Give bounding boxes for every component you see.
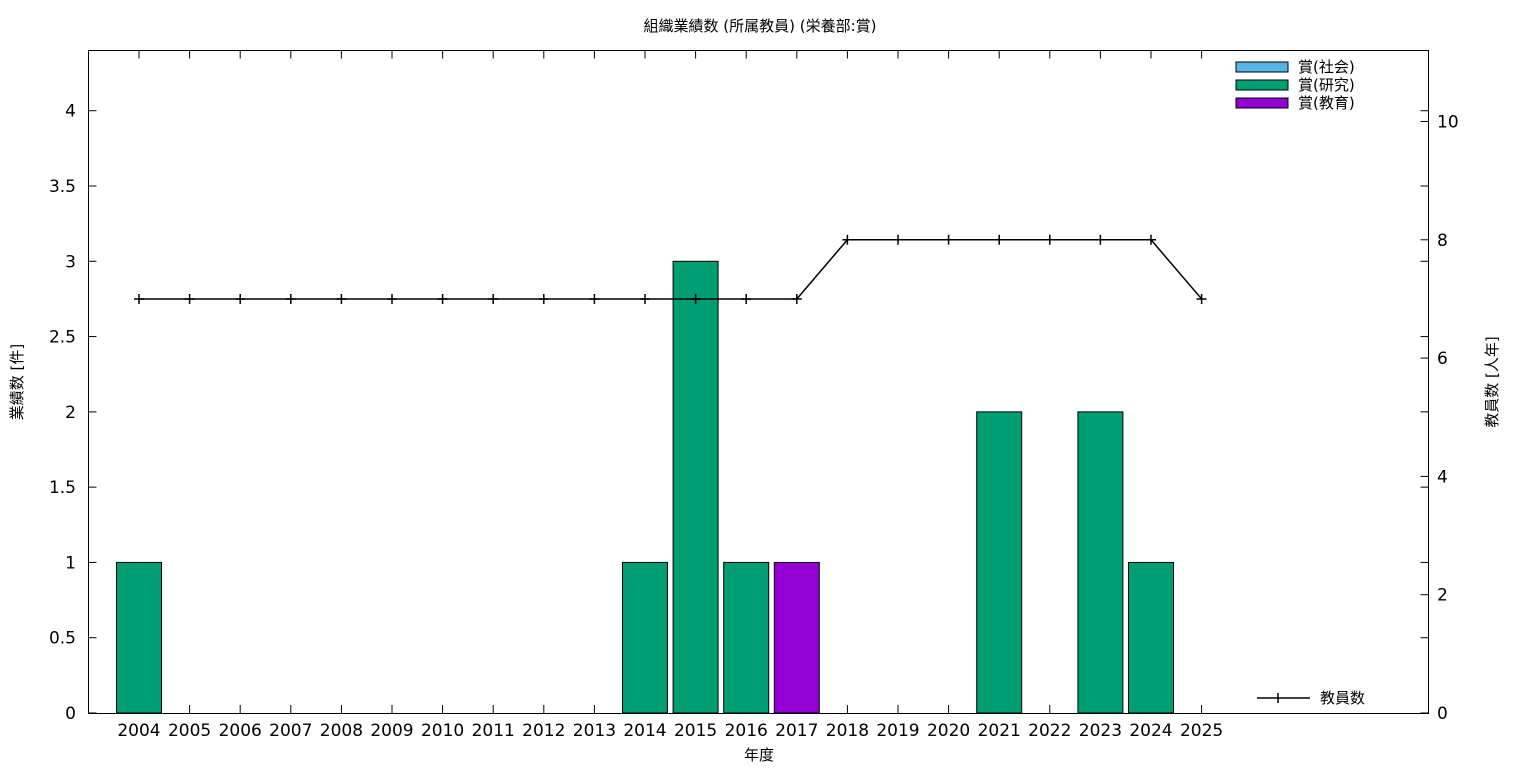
legend-label: 賞(研究) bbox=[1298, 76, 1355, 94]
line-point-2006 bbox=[235, 293, 246, 304]
x-tick-label: 2018 bbox=[826, 721, 869, 741]
bar-2024-series-1 bbox=[1128, 561, 1174, 714]
legend-label: 賞(教育) bbox=[1298, 94, 1355, 112]
line-point-2005 bbox=[184, 293, 195, 304]
y2-tick-label: 0 bbox=[1437, 704, 1448, 724]
bar-2016-series-1 bbox=[723, 561, 770, 714]
x-tick-label: 2006 bbox=[219, 721, 262, 741]
right-axis: 0 2 4 6 8 10 bbox=[1420, 112, 1459, 724]
x-tick-label: 2011 bbox=[472, 721, 515, 741]
y-tick-label: 1.5 bbox=[49, 478, 76, 498]
line-point-2011 bbox=[488, 293, 499, 304]
bar-2023-series-1 bbox=[1077, 411, 1124, 714]
legend-swatch bbox=[1235, 97, 1289, 109]
chart-title: 組織業績数 (所属教員) (栄養部:賞) bbox=[644, 17, 877, 35]
line-point-2020 bbox=[943, 234, 954, 245]
legend-label: 賞(社会) bbox=[1298, 58, 1355, 76]
line-point-2021 bbox=[994, 234, 1005, 245]
line-point-2009 bbox=[387, 293, 397, 304]
x-axis: 2004 2005 2006 2007 2008 2009 2010 2011 2012 2013… bbox=[117, 50, 1223, 741]
line-point-2017 bbox=[791, 293, 802, 304]
y-tick-label: 1 bbox=[65, 553, 76, 573]
x-tick-label: 2005 bbox=[168, 721, 211, 741]
y-tick-label: 0 bbox=[65, 704, 76, 724]
x-tick-label: 2021 bbox=[978, 721, 1021, 741]
y2-tick-label: 2 bbox=[1437, 586, 1448, 606]
line-point-2022 bbox=[1044, 234, 1055, 245]
x-tick-label: 2010 bbox=[421, 721, 464, 741]
line-point-2010 bbox=[437, 293, 448, 304]
bars bbox=[116, 260, 1174, 714]
line-point-2008 bbox=[336, 293, 347, 304]
x-tick-label: 2004 bbox=[117, 721, 160, 741]
x-tick-label: 2022 bbox=[1028, 721, 1071, 741]
y-tick-label: 3 bbox=[65, 252, 76, 272]
line-point-2013 bbox=[589, 293, 600, 304]
x-tick-label: 2019 bbox=[876, 721, 919, 741]
left-axis: 0 0.5 1 1.5 2 2.5 3 3.5 4 bbox=[49, 102, 1429, 724]
legend-swatch bbox=[1235, 61, 1289, 73]
y-tick-label: 2.5 bbox=[49, 328, 76, 348]
x-axis-title: 年度 bbox=[744, 746, 774, 764]
series-line-3 bbox=[139, 239, 1203, 300]
y-tick-label: 4 bbox=[65, 102, 76, 122]
x-tick-label: 2014 bbox=[623, 721, 666, 741]
x-tick-label: 2015 bbox=[674, 721, 717, 741]
x-tick-label: 2008 bbox=[320, 721, 363, 741]
line-point-2018 bbox=[842, 234, 853, 245]
bar-2015-series-1 bbox=[672, 260, 719, 714]
bar-2014-series-1 bbox=[622, 561, 668, 714]
legend-swatch bbox=[1235, 79, 1289, 91]
y2-tick-label: 6 bbox=[1437, 349, 1448, 369]
line-point-2014 bbox=[640, 293, 650, 304]
line-point-2012 bbox=[538, 293, 549, 304]
line-point-2016 bbox=[741, 293, 752, 304]
bar-2017-series-2 bbox=[773, 561, 820, 714]
x-tick-label: 2023 bbox=[1079, 721, 1122, 741]
y-tick-label: 3.5 bbox=[49, 177, 76, 197]
line-point-2019 bbox=[893, 234, 903, 245]
x-tick-label: 2025 bbox=[1180, 721, 1223, 741]
legend-line-label: 教員数 bbox=[1320, 689, 1365, 707]
y-tick-label: 2 bbox=[65, 403, 76, 423]
y2-tick-label: 10 bbox=[1437, 112, 1459, 132]
y-tick-label: 0.5 bbox=[49, 629, 76, 649]
bar-2021-series-1 bbox=[976, 411, 1023, 714]
x-tick-label: 2013 bbox=[573, 721, 616, 741]
x-tick-label: 2016 bbox=[725, 721, 768, 741]
line-point-2024 bbox=[1146, 234, 1156, 245]
x-tick-label: 2024 bbox=[1129, 721, 1172, 741]
y2-tick-label: 8 bbox=[1437, 231, 1448, 251]
line-point-2007 bbox=[285, 293, 296, 304]
x-tick-label: 2020 bbox=[927, 721, 970, 741]
x-tick-label: 2007 bbox=[269, 721, 312, 741]
line-point-2025 bbox=[1196, 293, 1207, 304]
line-point-2023 bbox=[1095, 234, 1106, 245]
line-point-2004 bbox=[134, 293, 144, 304]
y-axis-title: 業績数 [件] bbox=[8, 344, 26, 420]
line-point-2015 bbox=[690, 293, 701, 304]
y2-tick-label: 4 bbox=[1437, 467, 1448, 487]
y2-axis-title: 教員数 [人年] bbox=[1483, 336, 1501, 427]
bar-2004-series-1 bbox=[116, 561, 162, 714]
x-tick-label: 2017 bbox=[775, 721, 818, 741]
x-tick-label: 2009 bbox=[370, 721, 413, 741]
x-tick-label: 2012 bbox=[522, 721, 565, 741]
line-legend: 教員数 bbox=[1257, 689, 1365, 707]
line-series bbox=[134, 234, 1207, 304]
legend: 賞(社会)賞(研究)賞(教育) bbox=[1235, 58, 1355, 112]
